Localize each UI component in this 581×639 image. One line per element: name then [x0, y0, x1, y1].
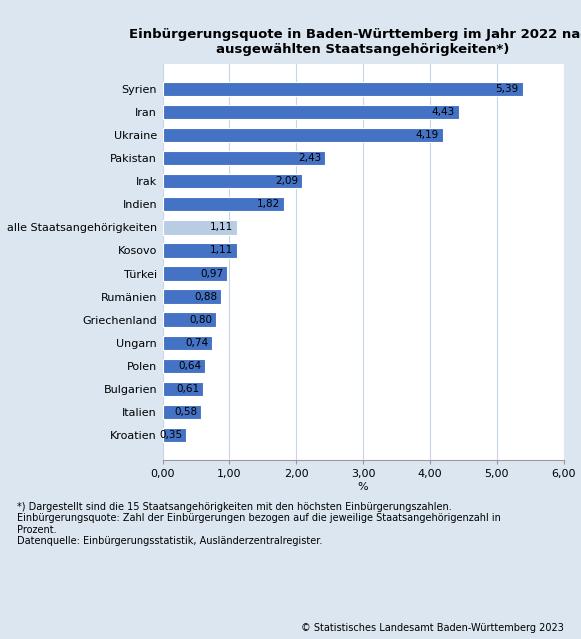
Bar	[163, 82, 523, 96]
Bar	[163, 197, 284, 212]
Text: 0,64: 0,64	[178, 361, 202, 371]
Text: 0,97: 0,97	[200, 268, 224, 279]
Text: 4,43: 4,43	[432, 107, 455, 117]
Text: 1,82: 1,82	[257, 199, 280, 210]
Text: © Statistisches Landesamt Baden-Württemberg 2023: © Statistisches Landesamt Baden-Württemb…	[301, 622, 564, 633]
Bar	[163, 312, 216, 327]
X-axis label: %: %	[358, 482, 368, 492]
Bar	[163, 335, 212, 350]
Bar	[163, 358, 206, 373]
Bar	[163, 174, 302, 189]
Text: 1,11: 1,11	[210, 245, 233, 256]
Text: 0,35: 0,35	[159, 430, 182, 440]
Text: *) Dargestellt sind die 15 Staatsangehörigkeiten mit den höchsten Einbürgerungsz: *) Dargestellt sind die 15 Staatsangehör…	[17, 502, 501, 546]
Bar	[163, 381, 203, 396]
Bar	[163, 128, 443, 142]
Bar	[163, 427, 186, 442]
Bar	[163, 220, 237, 235]
Text: 0,74: 0,74	[185, 337, 208, 348]
Text: 4,19: 4,19	[415, 130, 439, 140]
Text: 0,58: 0,58	[174, 407, 198, 417]
Text: 5,39: 5,39	[496, 84, 519, 94]
Bar	[163, 105, 458, 119]
Text: 1,11: 1,11	[210, 222, 233, 233]
Text: 0,80: 0,80	[189, 314, 212, 325]
Text: 2,09: 2,09	[275, 176, 298, 187]
Bar	[163, 266, 228, 281]
Bar	[163, 289, 221, 304]
Bar	[163, 404, 202, 419]
Text: 0,88: 0,88	[194, 291, 217, 302]
Bar	[163, 151, 325, 166]
Title: Einbürgerungsquote in Baden-Württemberg im Jahr 2022 nach
ausgewählten Staatsang: Einbürgerungsquote in Baden-Württemberg …	[129, 27, 581, 56]
Text: 2,43: 2,43	[298, 153, 321, 163]
Text: 0,61: 0,61	[176, 384, 199, 394]
Bar	[163, 243, 237, 258]
